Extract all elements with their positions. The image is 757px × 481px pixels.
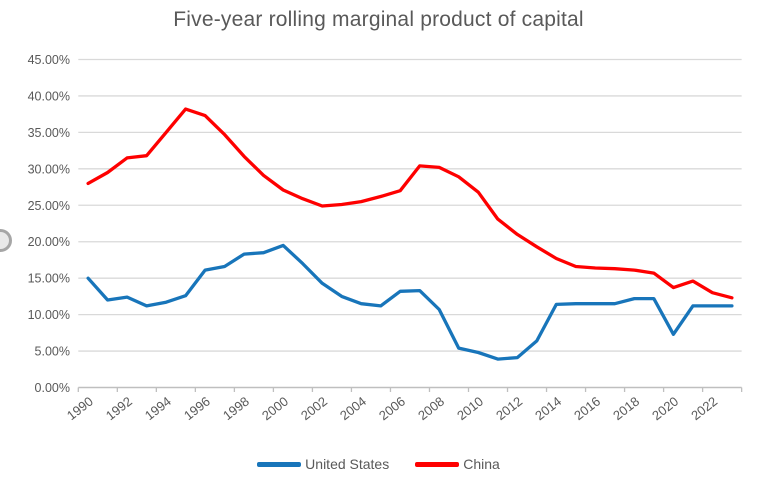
y-axis-label: 15.00% xyxy=(28,272,70,286)
x-axis-label: 1994 xyxy=(142,394,174,424)
y-axis-label: 45.00% xyxy=(28,53,70,67)
legend-label: United States xyxy=(305,456,390,472)
x-axis xyxy=(77,386,743,392)
x-axis-label: 2000 xyxy=(259,394,291,424)
x-axis-label: 1996 xyxy=(181,394,213,424)
y-axis-label: 40.00% xyxy=(28,89,70,103)
series-line-united-states xyxy=(86,243,734,361)
x-axis-label: 2006 xyxy=(376,394,408,424)
x-axis-label: 2020 xyxy=(649,394,681,424)
y-axis-label: 35.00% xyxy=(28,126,70,140)
x-axis-label: 1998 xyxy=(220,394,252,424)
y-axis-label: 20.00% xyxy=(28,235,70,249)
legend-item-china: China xyxy=(415,456,500,472)
y-axis-labels: 0.00% 5.00% 10.00% 15.00% 20.00% 25.00% 30.00%… xyxy=(28,53,70,395)
legend: United States China xyxy=(0,452,757,476)
edge-partial-circle-decoration xyxy=(0,229,12,252)
x-axis-label: 1990 xyxy=(64,394,96,424)
y-axis-label: 5.00% xyxy=(35,345,70,359)
y-axis-label: 0.00% xyxy=(35,381,70,395)
chart-title: Five-year rolling marginal product of ca… xyxy=(173,8,584,31)
x-axis-label: 2004 xyxy=(337,394,369,424)
gridlines xyxy=(78,58,742,352)
legend-swatch xyxy=(257,461,302,467)
x-axis-label: 2008 xyxy=(415,394,447,424)
legend-swatch xyxy=(415,461,460,467)
y-axis-label: 10.00% xyxy=(28,308,70,322)
y-axis-label: 30.00% xyxy=(28,162,70,176)
y-axis-label: 25.00% xyxy=(28,199,70,213)
legend-label: China xyxy=(463,456,500,472)
series-line-china xyxy=(86,107,734,300)
x-axis-label: 2018 xyxy=(610,394,642,424)
x-axis-label: 2016 xyxy=(571,394,603,424)
x-axis-label: 1992 xyxy=(103,394,135,424)
x-axis-label: 2010 xyxy=(454,394,486,424)
x-axis-label: 2014 xyxy=(532,394,564,424)
x-axis-label: 2022 xyxy=(688,394,720,424)
x-axis-label: 2002 xyxy=(298,394,330,424)
x-axis-labels: 1990 1992 1994 1996 1998 2000 2002 2004 2006 2008… xyxy=(64,394,720,424)
x-axis-label: 2012 xyxy=(493,394,525,424)
legend-item-united-states: United States xyxy=(257,456,389,472)
